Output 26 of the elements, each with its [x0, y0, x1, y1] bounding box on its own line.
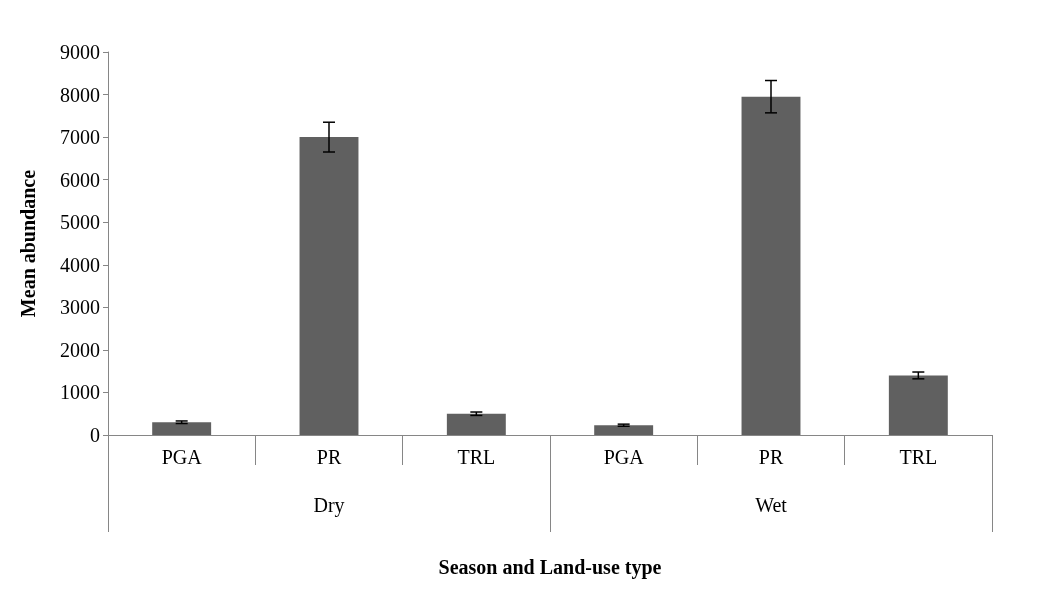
y-tick-label: 2000: [60, 338, 100, 361]
bar: [446, 413, 506, 435]
bar: [152, 422, 212, 435]
x-tick-label: TRL: [457, 446, 496, 468]
x-tick-label: TRL: [899, 446, 938, 468]
y-tick-label: 4000: [60, 253, 100, 276]
x-tick-label: PR: [758, 446, 784, 468]
x-tick-label: PGA: [161, 446, 203, 468]
y-tick-label: 9000: [60, 41, 100, 63]
bar: [741, 96, 801, 435]
x-axis-title: Season and Land-use type: [438, 556, 662, 579]
text: Wet: [755, 494, 788, 516]
y-tick-label: 7000: [60, 126, 100, 149]
bar: [299, 137, 359, 435]
y-tick-label: 6000: [60, 168, 100, 191]
y-tick-label: 5000: [60, 211, 100, 234]
y-axis-title: Mean abundance: [17, 169, 39, 318]
text: Dry: [313, 494, 345, 517]
bar: [888, 375, 948, 435]
x-tick-label: PGA: [603, 446, 645, 468]
x-tick-label: PR: [316, 446, 342, 468]
y-tick-label: 3000: [60, 296, 100, 319]
y-tick-label: 8000: [60, 83, 100, 106]
y-tick-label: 0: [90, 424, 100, 446]
bar: [594, 425, 654, 435]
y-tick-label: 1000: [60, 381, 100, 404]
